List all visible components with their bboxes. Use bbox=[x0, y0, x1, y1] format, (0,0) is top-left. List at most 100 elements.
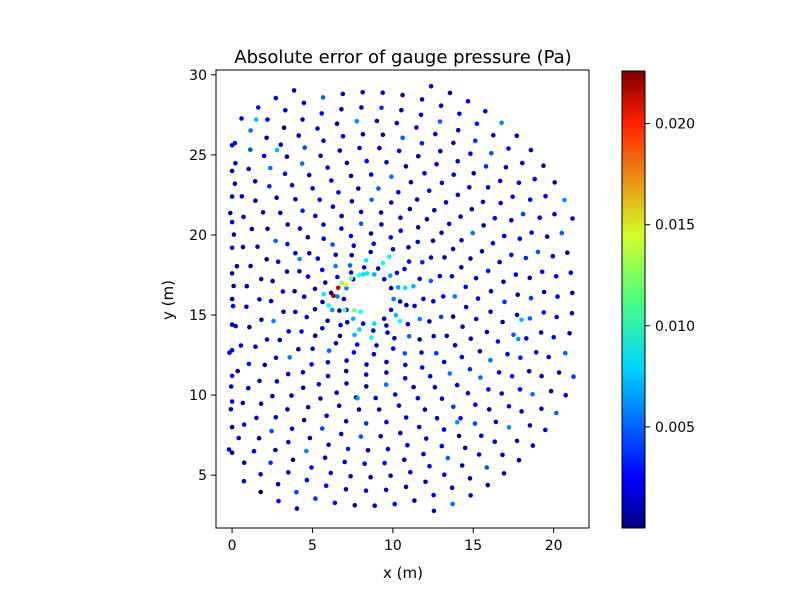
data-point bbox=[335, 274, 340, 280]
data-point bbox=[478, 375, 483, 380]
data-point bbox=[378, 210, 384, 215]
data-point bbox=[417, 276, 423, 282]
x-axis-label: x (m) bbox=[383, 564, 423, 582]
data-point bbox=[233, 323, 238, 329]
data-point bbox=[431, 492, 436, 498]
data-point bbox=[300, 370, 306, 375]
x-axis-ticks: 0 5 10 15 20 bbox=[228, 528, 563, 554]
data-point bbox=[241, 422, 247, 427]
colorbar-tick-label: 0.020 bbox=[655, 117, 695, 133]
data-point bbox=[551, 334, 556, 340]
data-point bbox=[407, 206, 413, 212]
data-point bbox=[344, 358, 349, 363]
data-point bbox=[384, 370, 389, 375]
data-point bbox=[344, 285, 349, 291]
y-axis-label: y (m) bbox=[159, 280, 177, 320]
data-point bbox=[276, 498, 281, 504]
data-point bbox=[490, 240, 496, 246]
data-point bbox=[259, 317, 264, 323]
data-point bbox=[321, 138, 326, 143]
data-point bbox=[408, 469, 413, 475]
data-point bbox=[541, 289, 547, 295]
data-point bbox=[284, 269, 290, 274]
data-point bbox=[402, 457, 407, 463]
data-point bbox=[286, 329, 292, 334]
data-point bbox=[392, 392, 398, 397]
data-point bbox=[484, 329, 490, 335]
data-point bbox=[321, 236, 327, 241]
data-point bbox=[543, 193, 548, 199]
data-point bbox=[421, 296, 426, 302]
data-point bbox=[289, 426, 295, 432]
data-point bbox=[406, 259, 412, 264]
data-point bbox=[467, 185, 472, 190]
data-point bbox=[393, 312, 399, 318]
data-point bbox=[268, 165, 273, 171]
data-point bbox=[434, 162, 439, 167]
data-point bbox=[439, 180, 445, 186]
data-point bbox=[416, 424, 422, 430]
data-point bbox=[431, 299, 436, 304]
data-point bbox=[470, 230, 476, 236]
data-point bbox=[284, 154, 290, 159]
data-point bbox=[254, 415, 259, 421]
data-point bbox=[467, 366, 473, 372]
data-point bbox=[380, 260, 386, 266]
data-point bbox=[428, 84, 434, 89]
data-point bbox=[229, 271, 235, 276]
data-point bbox=[385, 330, 390, 335]
data-point bbox=[343, 419, 349, 424]
data-point bbox=[278, 210, 283, 216]
data-point bbox=[532, 176, 537, 182]
data-point bbox=[363, 372, 369, 377]
y-tick-label: 20 bbox=[189, 228, 207, 244]
data-point bbox=[526, 369, 532, 374]
data-point bbox=[402, 351, 408, 356]
plot-frame bbox=[215, 69, 590, 529]
data-point bbox=[388, 473, 393, 479]
data-point bbox=[363, 258, 369, 263]
data-point bbox=[302, 145, 308, 150]
data-point bbox=[354, 342, 360, 347]
data-point bbox=[441, 427, 447, 432]
data-point bbox=[372, 503, 378, 509]
data-point bbox=[371, 241, 377, 246]
data-point bbox=[433, 131, 438, 137]
data-point bbox=[236, 435, 241, 441]
data-point bbox=[428, 278, 434, 284]
data-point bbox=[497, 178, 503, 184]
data-point bbox=[297, 269, 302, 274]
data-point bbox=[434, 415, 440, 421]
data-point bbox=[239, 116, 244, 121]
data-point bbox=[400, 135, 405, 141]
data-point bbox=[340, 134, 346, 139]
data-point bbox=[384, 323, 389, 328]
data-point bbox=[476, 452, 482, 457]
data-point bbox=[427, 463, 432, 469]
data-point bbox=[292, 289, 297, 294]
data-point bbox=[459, 463, 465, 468]
data-point bbox=[285, 241, 290, 247]
data-point bbox=[228, 210, 233, 216]
data-point bbox=[403, 415, 409, 420]
data-point bbox=[246, 166, 251, 172]
data-point bbox=[228, 407, 234, 412]
data-point bbox=[231, 283, 236, 289]
data-point bbox=[480, 199, 486, 205]
data-point bbox=[468, 256, 473, 261]
y-tick-label: 5 bbox=[198, 468, 207, 484]
data-point bbox=[546, 354, 551, 360]
data-point bbox=[554, 410, 559, 416]
data-point bbox=[371, 328, 376, 333]
data-point bbox=[543, 427, 548, 433]
data-point bbox=[301, 417, 307, 423]
data-point bbox=[502, 299, 507, 305]
data-point bbox=[418, 112, 424, 118]
data-point bbox=[257, 297, 262, 302]
data-point bbox=[342, 459, 348, 465]
data-point bbox=[423, 479, 428, 485]
data-point bbox=[565, 250, 570, 255]
data-point bbox=[356, 407, 362, 412]
data-point bbox=[430, 238, 436, 244]
x-tick-label: 15 bbox=[464, 538, 482, 554]
